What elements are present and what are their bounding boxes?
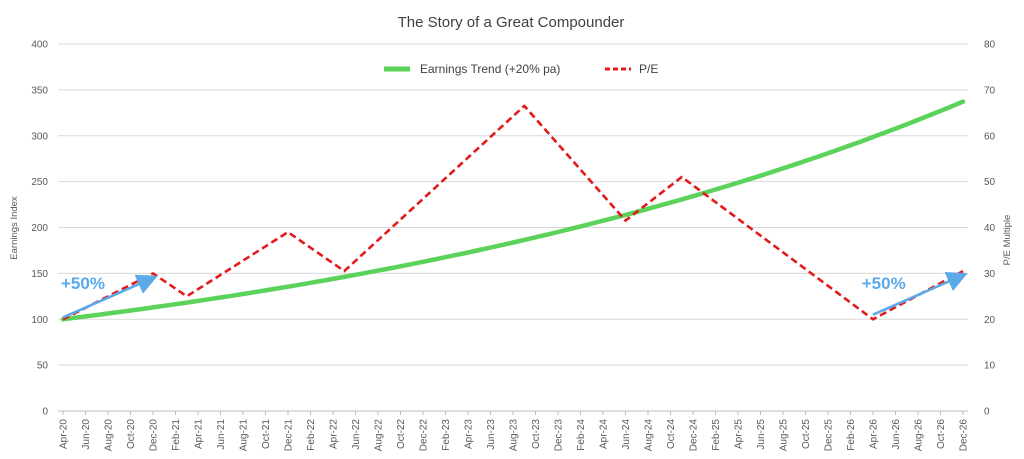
x-tick-label: Apr-26 bbox=[869, 419, 880, 449]
x-tick-label: Apr-20 bbox=[59, 419, 70, 449]
x-tick-label: Dec-25 bbox=[824, 419, 835, 452]
x-tick-label: Apr-21 bbox=[194, 419, 205, 449]
y-left-tick-label: 0 bbox=[42, 407, 48, 418]
x-tick-label: Oct-26 bbox=[936, 419, 947, 449]
annotation-label-right: +50% bbox=[862, 274, 906, 293]
x-tick-label: Jun-24 bbox=[621, 419, 632, 450]
x-tick-label: Oct-25 bbox=[801, 419, 812, 449]
x-tick-label: Feb-22 bbox=[306, 419, 317, 451]
y-right-tick-label: 30 bbox=[984, 269, 996, 280]
x-tick-label: Dec-21 bbox=[284, 419, 295, 452]
annotation-layer: +50% +50% bbox=[61, 271, 968, 319]
y-left-tick-label: 50 bbox=[37, 361, 49, 372]
y-right-tick-label: 70 bbox=[984, 85, 996, 96]
x-tick-label: Jun-21 bbox=[216, 419, 227, 450]
x-tick-label: Jun-20 bbox=[81, 419, 92, 450]
x-axis: Apr-20 Jun-20 Aug-20 Oct-20 Dec-20 Feb-21 Apr-… bbox=[59, 411, 970, 451]
x-tick-label: Dec-24 bbox=[689, 419, 700, 452]
y-axis-left-label: Earnings Index bbox=[9, 196, 20, 260]
y-left-tick-label: 250 bbox=[31, 177, 48, 188]
x-tick-label: Aug-23 bbox=[509, 419, 520, 452]
earnings-trend-line bbox=[60, 99, 966, 322]
x-tick-label: Oct-22 bbox=[396, 419, 407, 449]
left-axis: 0 50 100 150 200 250 300 350 400 bbox=[31, 40, 48, 418]
x-tick-label: Aug-20 bbox=[104, 419, 115, 452]
x-tick-label: Oct-21 bbox=[261, 419, 272, 449]
y-right-tick-label: 20 bbox=[984, 315, 996, 326]
y-left-tick-label: 150 bbox=[31, 269, 48, 280]
x-tick-label: Apr-24 bbox=[599, 419, 610, 449]
x-tick-label: Feb-26 bbox=[846, 419, 857, 451]
annotation-label-left: +50% bbox=[61, 274, 105, 293]
x-tick-label: Jun-23 bbox=[486, 419, 497, 450]
y-left-tick-label: 300 bbox=[31, 131, 48, 142]
y-right-tick-label: 40 bbox=[984, 223, 996, 234]
x-tick-label: Dec-23 bbox=[554, 419, 565, 452]
x-tick-label: Oct-24 bbox=[666, 419, 677, 449]
x-tick-label: Aug-25 bbox=[779, 419, 790, 452]
y-right-tick-label: 0 bbox=[984, 407, 990, 418]
y-right-tick-label: 60 bbox=[984, 131, 996, 142]
x-tick-label: Apr-22 bbox=[329, 419, 340, 449]
y-axis-right-label: P/E Multiple bbox=[1002, 215, 1013, 266]
x-tick-label: Feb-21 bbox=[171, 419, 182, 451]
legend-label-pe: P/E bbox=[639, 62, 658, 76]
y-left-tick-label: 200 bbox=[31, 223, 48, 234]
y-left-tick-label: 350 bbox=[31, 85, 48, 96]
x-tick-label: Apr-23 bbox=[464, 419, 475, 449]
x-tick-label: Oct-20 bbox=[126, 419, 137, 449]
growth-arrow-right bbox=[872, 271, 968, 316]
y-right-tick-label: 50 bbox=[984, 177, 996, 188]
chart-title: The Story of a Great Compounder bbox=[398, 14, 625, 31]
x-tick-label: Aug-26 bbox=[914, 419, 925, 452]
x-tick-label: Oct-23 bbox=[531, 419, 542, 449]
right-axis: 0 10 20 30 40 50 60 70 80 bbox=[984, 40, 996, 418]
gridlines bbox=[58, 43, 968, 412]
x-tick-label: Dec-22 bbox=[419, 419, 430, 452]
x-tick-label: Apr-25 bbox=[734, 419, 745, 449]
y-right-tick-label: 80 bbox=[984, 40, 996, 51]
growth-arrow-left bbox=[62, 274, 158, 319]
x-tick-label: Feb-24 bbox=[576, 419, 587, 451]
x-tick-label: Feb-25 bbox=[711, 419, 722, 451]
pe-line bbox=[62, 104, 964, 321]
legend: Earnings Trend (+20% pa) P/E bbox=[384, 62, 658, 76]
x-tick-label: Jun-25 bbox=[756, 419, 767, 450]
y-left-tick-label: 400 bbox=[31, 40, 48, 51]
x-tick-label: Aug-24 bbox=[644, 419, 655, 452]
x-tick-label: Jun-22 bbox=[351, 419, 362, 450]
y-left-tick-label: 100 bbox=[31, 315, 48, 326]
series-layer bbox=[60, 99, 966, 322]
x-tick-label: Dec-26 bbox=[959, 419, 970, 452]
x-tick-label: Jun-26 bbox=[891, 419, 902, 450]
y-right-tick-label: 10 bbox=[984, 361, 996, 372]
x-tick-label: Aug-22 bbox=[374, 419, 385, 452]
x-tick-label: Aug-21 bbox=[239, 419, 250, 452]
x-tick-label: Feb-23 bbox=[441, 419, 452, 451]
x-tick-label: Dec-20 bbox=[149, 419, 160, 452]
legend-label-earnings: Earnings Trend (+20% pa) bbox=[420, 62, 560, 76]
